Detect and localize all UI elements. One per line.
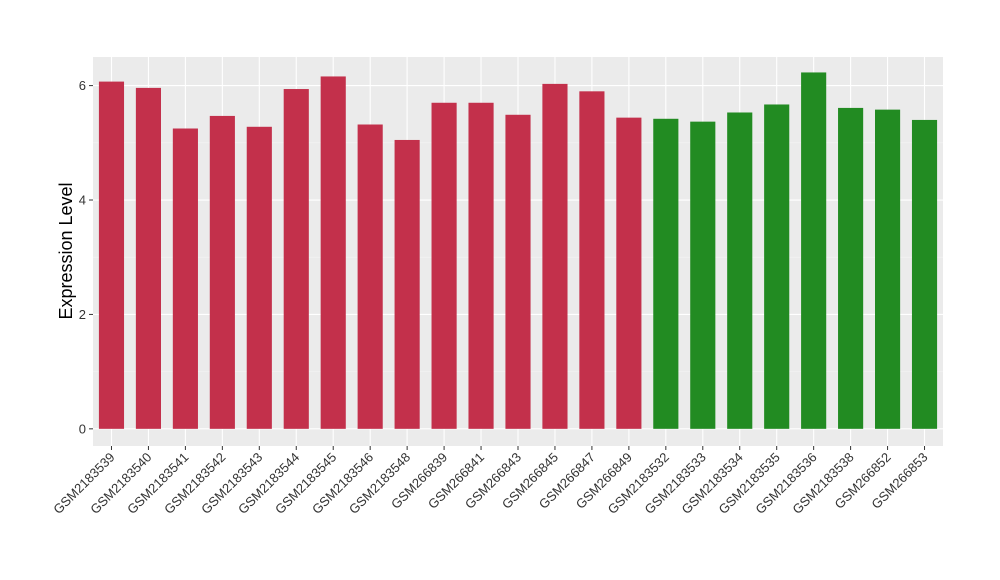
bar-GSM266852 — [875, 109, 901, 429]
bar-GSM2183534 — [727, 112, 753, 429]
y-tick-label: 2 — [79, 307, 86, 322]
bars — [98, 72, 938, 429]
bar-GSM2183535 — [764, 104, 790, 429]
y-axis-title: Expression Level — [56, 182, 76, 319]
bar-GSM2183545 — [320, 76, 346, 429]
bar-GSM266853 — [911, 119, 938, 429]
bar-GSM266841 — [468, 102, 494, 429]
bar-GSM2183542 — [209, 115, 235, 429]
bar-GSM2183546 — [357, 124, 383, 429]
bar-GSM266849 — [616, 117, 642, 429]
x-axis: GSM2183539GSM2183540GSM2183541GSM2183542… — [50, 446, 931, 517]
bar-GSM2183544 — [283, 89, 309, 429]
bar-GSM266843 — [505, 114, 531, 429]
bar-GSM266839 — [431, 102, 457, 429]
bar-GSM2183540 — [135, 87, 161, 429]
bar-GSM2183532 — [653, 118, 679, 429]
y-tick-label: 0 — [79, 421, 86, 436]
bar-GSM2183548 — [394, 139, 420, 429]
bar-GSM266847 — [579, 91, 605, 429]
bar-GSM266845 — [542, 83, 568, 429]
bar-GSM2183541 — [172, 128, 198, 429]
bar-GSM2183538 — [838, 107, 864, 429]
bar-GSM2183536 — [801, 72, 827, 429]
bar-GSM2183539 — [98, 81, 125, 429]
y-tick-label: 4 — [79, 193, 86, 208]
y-axis: 0 2 4 6 — [79, 78, 93, 436]
y-tick-label: 6 — [79, 78, 86, 93]
bar-GSM2183543 — [246, 126, 272, 429]
bar-GSM2183533 — [690, 121, 716, 429]
